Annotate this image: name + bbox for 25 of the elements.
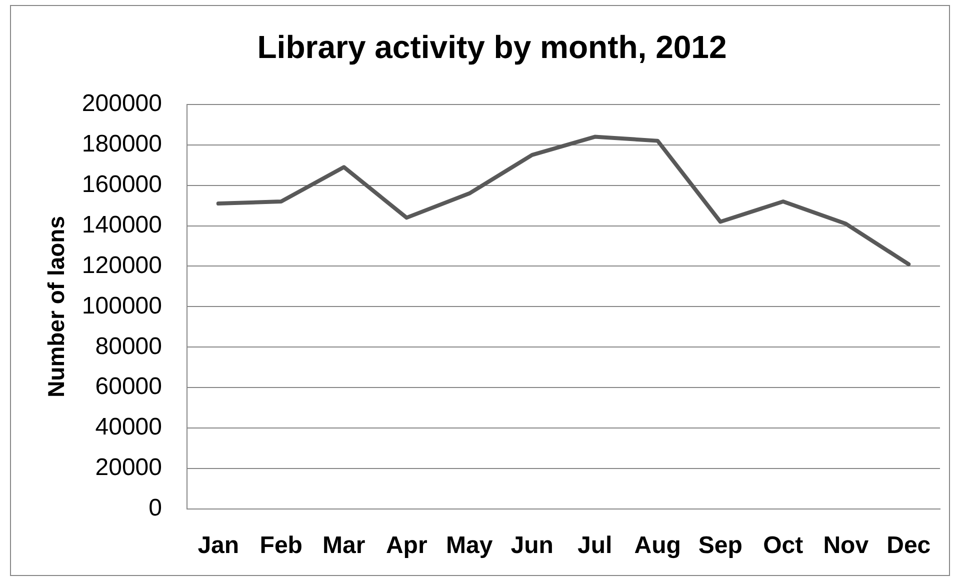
x-tick-label: Apr bbox=[386, 532, 428, 560]
x-tick-label: Jul bbox=[578, 532, 612, 560]
y-tick-label: 60000 bbox=[95, 373, 162, 400]
y-tick-label: 80000 bbox=[95, 332, 162, 360]
y-tick-label: 100000 bbox=[82, 292, 162, 320]
x-tick-label: Jun bbox=[510, 532, 554, 560]
y-tick-label: 160000 bbox=[82, 170, 162, 198]
x-tick-label: Aug bbox=[634, 532, 681, 560]
y-tick-label: 120000 bbox=[82, 252, 162, 279]
y-tick-label: 0 bbox=[148, 494, 162, 522]
x-tick-label: Oct bbox=[763, 532, 804, 560]
y-tick-label: 140000 bbox=[82, 211, 162, 238]
x-tick-label: Jan bbox=[198, 532, 240, 560]
x-tick-label: Nov bbox=[823, 532, 870, 560]
y-tick-label: 200000 bbox=[82, 90, 162, 118]
y-tick-label: 20000 bbox=[95, 454, 162, 482]
y-axis-title: Number of laons bbox=[43, 216, 70, 398]
y-tick-label: 180000 bbox=[82, 130, 162, 158]
y-tick-label: 40000 bbox=[95, 414, 162, 441]
x-tick-label: Sep bbox=[698, 532, 742, 560]
x-tick-label: Dec bbox=[886, 532, 931, 560]
chart-title: Library activity by month, 2012 bbox=[257, 29, 727, 66]
x-tick-label: May bbox=[446, 532, 494, 560]
x-tick-label: Mar bbox=[322, 532, 366, 560]
x-tick-label: Feb bbox=[260, 532, 302, 560]
